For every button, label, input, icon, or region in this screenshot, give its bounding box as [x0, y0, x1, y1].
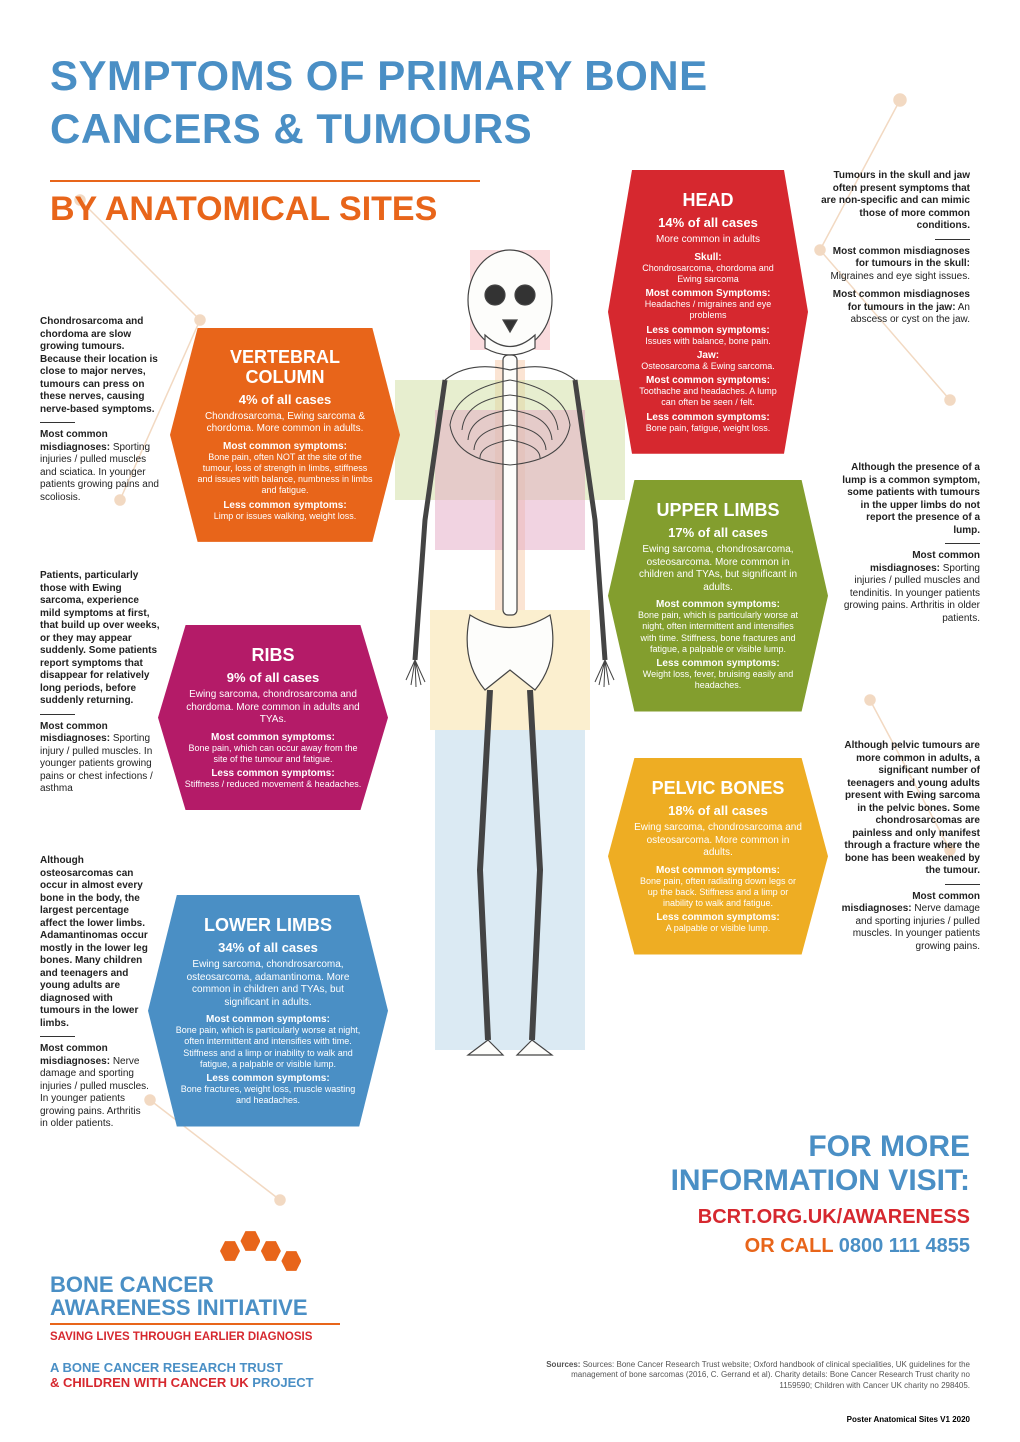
- hex-head: HEAD 14% of all cases More common in adu…: [608, 170, 808, 454]
- subtitle: BY ANATOMICAL SITES: [50, 190, 437, 229]
- site-name: HEAD: [634, 190, 782, 211]
- sidebox-ribs: Patients, particularly those with Ewing …: [40, 570, 160, 796]
- sidebox-pelvic: Although pelvic tumours are more common …: [840, 740, 980, 953]
- sidebox-head: Tumours in the skull and jaw often prese…: [820, 170, 970, 327]
- project-line: A BONE CANCER RESEARCH TRUST & CHILDREN …: [50, 1360, 314, 1390]
- poster-version: Poster Anatomical Sites V1 2020: [847, 1415, 970, 1424]
- more-info: FOR MORE INFORMATION VISIT: BCRT.ORG.UK/…: [671, 1130, 970, 1258]
- hex-vertebral: VERTEBRAL COLUMN 4% of all cases Chondro…: [170, 328, 400, 542]
- hex-lower-limbs: LOWER LIMBS 34% of all cases Ewing sarco…: [148, 895, 388, 1127]
- sidebox-upper: Although the presence of a lump is a com…: [840, 462, 980, 625]
- sources: Sources: Sources: Bone Cancer Research T…: [540, 1360, 970, 1391]
- sidebox-vertebral: Chondrosarcoma and chordoma are slow gro…: [40, 316, 160, 504]
- site-pct: 14% of all cases: [634, 215, 782, 230]
- logo-block: BONE CANCERAWARENESS INITIATIVE SAVING L…: [50, 1240, 340, 1343]
- hex-upper-limbs: UPPER LIMBS 17% of all cases Ewing sarco…: [608, 480, 828, 712]
- site-name: VERTEBRAL COLUMN: [196, 348, 374, 388]
- skeleton-illustration: [370, 240, 650, 1060]
- sidebox-lower: Although osteosarcomas can occur in almo…: [40, 855, 150, 1131]
- hex-ribs: RIBS 9% of all cases Ewing sarcoma, chon…: [158, 625, 388, 810]
- main-title: SYMPTOMS OF PRIMARY BONE CANCERS & TUMOU…: [50, 50, 708, 155]
- title-rule: [50, 180, 480, 182]
- logo-hex-icons: [220, 1240, 340, 1267]
- hex-pelvic: PELVIC BONES 18% of all cases Ewing sarc…: [608, 758, 828, 955]
